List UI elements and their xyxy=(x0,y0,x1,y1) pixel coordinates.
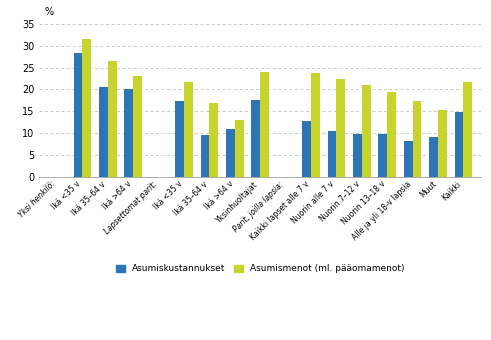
Bar xyxy=(99,87,108,177)
Bar xyxy=(464,82,472,177)
Bar xyxy=(210,103,218,177)
Bar xyxy=(302,121,311,177)
Bar xyxy=(251,100,260,177)
Bar xyxy=(235,120,244,177)
Bar xyxy=(429,137,438,177)
Text: %: % xyxy=(44,7,54,17)
Bar xyxy=(200,135,210,177)
Bar xyxy=(455,112,464,177)
Bar xyxy=(124,89,133,177)
Bar xyxy=(82,39,91,177)
Bar xyxy=(336,79,345,177)
Bar xyxy=(412,101,421,177)
Bar xyxy=(260,72,269,177)
Bar xyxy=(387,92,396,177)
Bar xyxy=(175,101,184,177)
Bar xyxy=(184,82,193,177)
Bar xyxy=(362,85,371,177)
Bar xyxy=(353,134,362,177)
Bar xyxy=(438,110,447,177)
Bar xyxy=(327,131,336,177)
Bar xyxy=(108,61,117,177)
Bar xyxy=(133,76,142,177)
Bar xyxy=(404,140,412,177)
Bar xyxy=(226,129,235,177)
Bar xyxy=(311,73,320,177)
Bar xyxy=(74,53,82,177)
Legend: Asumiskustannukset, Asumismenot (ml. pääomamenot): Asumiskustannukset, Asumismenot (ml. pää… xyxy=(112,261,409,277)
Bar xyxy=(379,134,387,177)
